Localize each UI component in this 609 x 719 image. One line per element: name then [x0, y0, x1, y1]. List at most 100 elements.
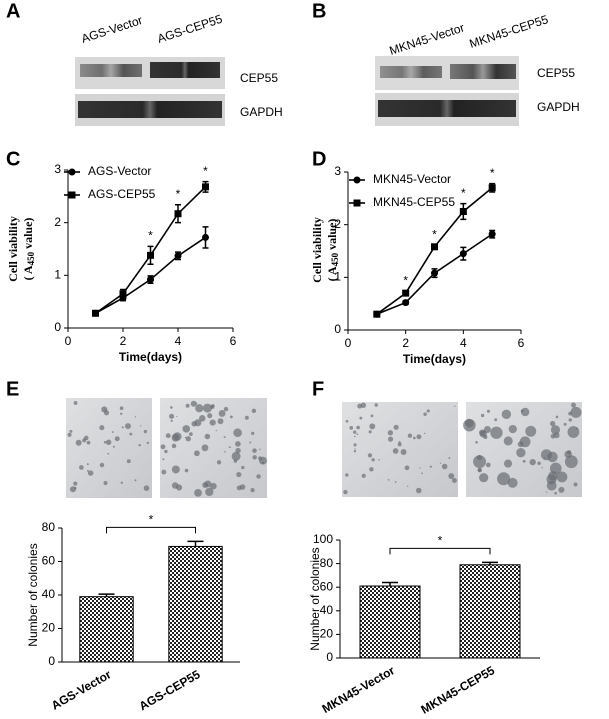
- marker: [431, 269, 438, 277]
- y-axis-label: Number of colonies: [308, 547, 322, 650]
- colony-dot: [73, 481, 78, 486]
- row-label: CEP55: [240, 71, 278, 85]
- colony-dot: [87, 469, 89, 472]
- x-tick-label: 0: [345, 336, 352, 350]
- colony-dot: [191, 421, 197, 427]
- colony-dot: [563, 422, 567, 426]
- colony-dot: [99, 425, 105, 431]
- colony-dot: [119, 406, 124, 411]
- colony-dot: [182, 425, 191, 433]
- colony-dot: [210, 482, 217, 490]
- y-tick-label: 3: [54, 162, 61, 176]
- legend-marker: [353, 199, 361, 207]
- x-tick-label: MKN45-Vector: [320, 663, 398, 716]
- colony-dot: [494, 418, 498, 422]
- blot-band: [378, 100, 516, 117]
- x-tick-label: AGS-Vector: [49, 667, 114, 713]
- marker: [147, 276, 154, 284]
- x-tick-label: 4: [175, 334, 182, 348]
- significance-star: *: [490, 166, 495, 180]
- colony-dot: [463, 418, 476, 432]
- y-tick-label: 0: [54, 320, 61, 334]
- colony-dot: [162, 458, 165, 461]
- colony-dot: [501, 409, 512, 420]
- colony-dot: [146, 441, 150, 445]
- colony-dot: [439, 462, 442, 464]
- colony-dot: [241, 465, 245, 470]
- colony-dot: [217, 418, 224, 425]
- y-tick-label: 100: [313, 532, 333, 546]
- panel-letter: D: [312, 148, 326, 170]
- y-tick-label: 1: [54, 268, 61, 282]
- y-tick-label: 1: [334, 270, 341, 284]
- colony-dot: [370, 414, 374, 418]
- colony-dot: [165, 433, 171, 439]
- colony-dot: [86, 440, 91, 445]
- colony-dot: [400, 449, 407, 455]
- colony-dot: [195, 404, 204, 413]
- colony-dot: [190, 400, 197, 407]
- colony-dot: [568, 418, 572, 422]
- unit-part: value): [325, 219, 339, 253]
- colony-dot: [368, 430, 372, 434]
- blot-band: [78, 101, 222, 118]
- colony-dot: [215, 429, 217, 432]
- marker: [373, 310, 381, 318]
- colony-dot: [195, 402, 198, 405]
- colony-dot: [170, 406, 173, 409]
- colony-dot: [490, 426, 503, 439]
- colony-photo: [342, 402, 458, 497]
- row-label: GAPDH: [537, 100, 580, 114]
- colony-dot: [525, 425, 537, 437]
- colony-dot: [397, 442, 402, 447]
- x-tick-label: AGS-CEP55: [137, 667, 203, 713]
- colony-dot: [416, 434, 422, 440]
- y-tick-label: 80: [320, 556, 334, 570]
- colony-dot: [546, 480, 557, 491]
- error-bar: [482, 561, 498, 565]
- colony-dot: [345, 419, 349, 423]
- colony-dot: [387, 479, 390, 481]
- colony-dot: [345, 473, 349, 477]
- colony-dot: [134, 416, 137, 418]
- colony-dot: [103, 410, 110, 416]
- colony-dot: [194, 489, 202, 497]
- colony-dot: [124, 423, 131, 430]
- colony-dot: [261, 461, 265, 465]
- colony-dot: [103, 441, 107, 444]
- colony-dot: [171, 443, 177, 449]
- colony-dot: [483, 434, 488, 440]
- x-tick-label: 2: [402, 336, 409, 350]
- marker: [459, 208, 467, 215]
- colony-dot: [508, 424, 517, 434]
- unit-part: value): [21, 218, 35, 252]
- colony-dot: [258, 456, 263, 461]
- colony-dot: [424, 432, 426, 435]
- colony-dot: [520, 407, 530, 417]
- colony-dot: [429, 465, 432, 468]
- colony-dot: [252, 455, 257, 460]
- colony-dot: [185, 403, 190, 408]
- legend-marker: [68, 168, 76, 176]
- colony-dot: [169, 413, 175, 419]
- colony-dot: [357, 403, 363, 409]
- colony-dot: [549, 420, 556, 427]
- colony-dot: [567, 426, 580, 438]
- marker: [402, 299, 410, 307]
- colony-dot: [244, 415, 249, 420]
- colony-dot: [448, 457, 451, 459]
- y-axis-label: Number of colonies: [26, 543, 40, 646]
- legend-marker: [68, 191, 76, 199]
- colony-dot: [171, 465, 180, 474]
- colony-dot: [207, 413, 213, 419]
- panel-letter: E: [6, 378, 19, 400]
- colony-dot: [558, 486, 565, 493]
- significance-bracket: [389, 547, 491, 555]
- marker: [402, 289, 410, 297]
- colony-dot: [555, 415, 559, 419]
- colony-dot: [537, 461, 541, 466]
- colony-dot: [369, 423, 376, 430]
- significance-bracket: [106, 526, 196, 534]
- panel-letter: F: [312, 378, 324, 400]
- colony-dot: [451, 478, 457, 483]
